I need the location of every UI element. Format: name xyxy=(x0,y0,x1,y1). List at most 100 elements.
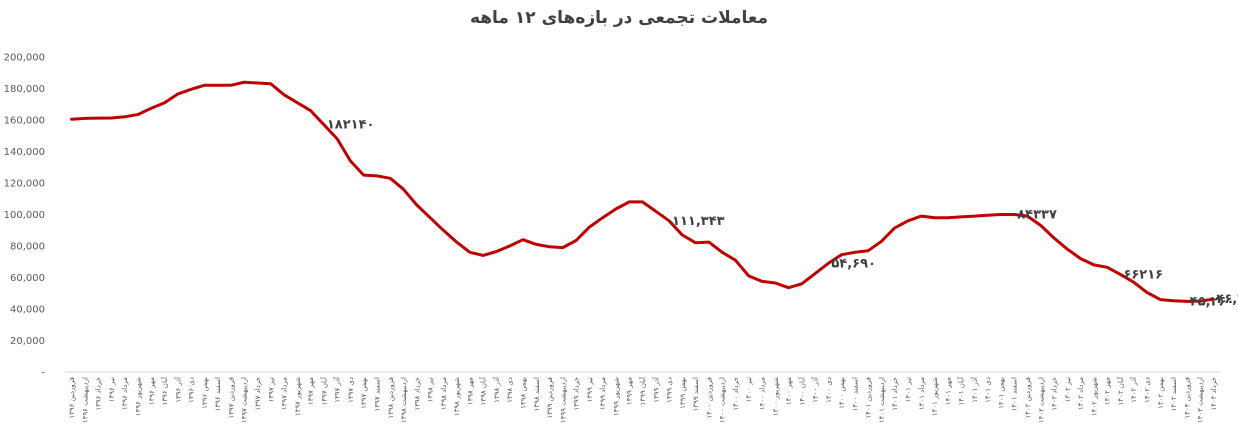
x-tick-label: آبان ۱۴۰۰ xyxy=(797,376,806,405)
series-line-group xyxy=(70,80,1215,303)
x-tick-label: خرداد ۱۳۹۶ xyxy=(95,377,103,411)
x-tick-label: مهر ۱۴۰۱ xyxy=(944,377,952,405)
x-tick-label: تیر ۱۴۰۱ xyxy=(905,377,913,402)
x-tick-label: آذر ۱۳۹۸ xyxy=(492,376,501,403)
x-tick-label: مهر ۱۳۹۸ xyxy=(466,377,474,405)
x-tick-label: آبان ۱۳۹۹ xyxy=(638,376,647,405)
x-tick-label: فروردین ۱۳۹۹ xyxy=(546,377,554,419)
x-tick-label: اسفند ۱۳۹۶ xyxy=(214,377,222,411)
y-tick-label: 180,000 xyxy=(4,84,45,95)
x-tick-label: خرداد ۱۴۰۱ xyxy=(891,377,899,411)
x-tick-label: بهمن ۱۴۰۲ xyxy=(1157,377,1165,409)
x-tick-label: آبان ۱۳۹۷ xyxy=(319,376,328,405)
x-tick-label: بهمن ۱۴۰۱ xyxy=(997,377,1005,409)
x-tick-label: مهر ۱۳۹۹ xyxy=(626,377,634,405)
x-tick-label: مرداد ۱۳۹۸ xyxy=(440,377,448,410)
x-tick-label: مهر ۱۴۰۲ xyxy=(1104,377,1112,405)
y-tick-label: 80,000 xyxy=(10,242,45,253)
x-tick-label: دی ۱۳۹۹ xyxy=(666,377,674,403)
y-tick-label: - xyxy=(41,368,45,379)
x-tick-label: شهریور ۱۳۹۹ xyxy=(612,377,620,416)
x-tick-label: آبان ۱۴۰۲ xyxy=(1116,376,1125,405)
data-label: ۱۱۱,۳۴۳ xyxy=(672,214,725,229)
x-tick-label: فروردین ۱۳۹۶ xyxy=(68,377,76,419)
x-tick-label: مهر ۱۳۹۶ xyxy=(148,377,156,405)
x-tick-label: مرداد ۱۴۰۰ xyxy=(758,377,766,410)
y-tick-label: 100,000 xyxy=(4,210,45,221)
x-tick-label: مهر ۱۳۹۷ xyxy=(307,377,315,405)
x-tick-label: خرداد ۱۴۰۲ xyxy=(1051,377,1059,411)
x-tick-label: اردیبهشت ۱۳۹۷ xyxy=(241,377,249,423)
x-tick-label: اسفند ۱۴۰۱ xyxy=(1011,377,1019,411)
y-axis: - 20,000 40,000 60,000 80,000 100,000 120,000 1… xyxy=(4,53,46,379)
x-tick-label: مرداد ۱۴۰۲ xyxy=(1077,377,1085,410)
x-tick-label: تیر ۱۳۹۹ xyxy=(586,377,594,402)
x-tick-label: فروردین ۱۳۹۸ xyxy=(387,377,395,419)
x-tick-label: فروردین ۱۴۰۱ xyxy=(865,377,873,419)
y-tick-label: 200,000 xyxy=(4,53,45,64)
x-tick-label: تیر ۱۴۰۲ xyxy=(1064,377,1072,402)
x-tick-label: آذر ۱۳۹۹ xyxy=(651,376,660,403)
data-label: ۴۵,۲۶۰ xyxy=(1190,294,1235,309)
x-tick-label: خرداد ۱۳۹۹ xyxy=(573,377,581,411)
x-tick-label: شهریور ۱۴۰۱ xyxy=(931,377,939,416)
x-tick-label: تیر ۱۳۹۸ xyxy=(427,377,435,402)
data-labels: ۱۸۲۱۴۰ ۱۱۱,۳۴۳ ۵۴,۶۹۰ ۸۴۳۳۷ ۶۶۲۱۶ ۴۵,۲۶۰۴۶,۲۵… xyxy=(327,118,1238,310)
x-tick-label: بهمن ۱۴۰۰ xyxy=(838,377,846,409)
x-tick-label: آبان ۱۴۰۱ xyxy=(957,376,966,405)
series-line xyxy=(70,80,1215,303)
x-tick-label: اردیبهشت ۱۴۰۳ xyxy=(1197,377,1205,423)
x-tick-label: مرداد ۱۳۹۷ xyxy=(281,377,289,410)
x-tick-label: آذر ۱۴۰۰ xyxy=(811,376,820,403)
x-tick-label: مرداد ۱۴۰۱ xyxy=(918,377,926,410)
x-tick-label: دی ۱۳۹۶ xyxy=(188,377,196,403)
data-label: ۵۴,۶۹۰ xyxy=(831,256,876,271)
x-tick-label: فروردین ۱۳۹۷ xyxy=(227,377,235,419)
y-tick-label: 40,000 xyxy=(10,305,45,316)
x-tick-label: اردیبهشت ۱۴۰۰ xyxy=(719,377,727,423)
x-tick-label: آبان ۱۳۹۶ xyxy=(160,376,169,405)
x-tick-label: آذر ۱۴۰۱ xyxy=(970,376,979,403)
x-tick-label: شهریور ۱۳۹۶ xyxy=(135,377,143,416)
x-tick-label: خرداد ۱۳۹۷ xyxy=(254,377,262,411)
x-tick-label: دی ۱۴۰۲ xyxy=(1143,377,1151,403)
x-tick-label: شهریور ۱۴۰۰ xyxy=(772,377,780,416)
x-tick-label: دی ۱۴۰۰ xyxy=(825,377,833,403)
y-tick-label: 160,000 xyxy=(4,116,45,127)
x-tick-label: اردیبهشت ۱۳۹۶ xyxy=(81,377,89,423)
x-axis: فروردین ۱۳۹۶ اردیبهشت ۱۳۹۶ خرداد ۱۳۹۶ تیر ۱… xyxy=(65,371,1220,423)
x-tick-label: مرداد ۱۳۹۹ xyxy=(599,377,607,410)
x-tick-label: بهمن ۱۳۹۶ xyxy=(201,377,209,409)
x-tick-label: فروردین ۱۴۰۰ xyxy=(705,377,713,419)
x-tick-label: آذر ۱۴۰۲ xyxy=(1129,376,1138,403)
x-tick-label: تیر ۱۴۰۰ xyxy=(745,377,753,402)
x-tick-label: آذر ۱۳۹۶ xyxy=(173,376,182,403)
x-tick-label: اسفند ۱۳۹۷ xyxy=(373,377,381,411)
chart-title: معاملات تجمعی در بازه‌های ۱۲ ماهه xyxy=(469,8,769,28)
x-tick-label: بهمن ۱۳۹۸ xyxy=(520,377,528,409)
data-label: ۶۶۲۱۶ xyxy=(1123,267,1163,282)
y-tick-label: 60,000 xyxy=(10,273,45,284)
y-tick-label: 120,000 xyxy=(4,179,45,190)
y-tick-label: 140,000 xyxy=(4,147,45,158)
x-tick-label: خرداد ۱۴۰۳ xyxy=(1210,377,1218,411)
x-tick-label: بهمن ۱۳۹۷ xyxy=(360,377,368,409)
x-tick-label: اردیبهشت ۱۳۹۹ xyxy=(559,377,567,423)
y-tick-label: 20,000 xyxy=(10,336,45,347)
x-tick-label: مهر ۱۴۰۰ xyxy=(785,377,793,405)
x-tick-label: اسفند ۱۴۰۰ xyxy=(851,377,859,411)
x-tick-label: دی ۱۴۰۱ xyxy=(984,377,992,403)
x-tick-label: خرداد ۱۴۰۰ xyxy=(732,377,740,411)
x-tick-label: شهریور ۱۴۰۲ xyxy=(1090,377,1098,416)
x-tick-label: آذر ۱۳۹۷ xyxy=(333,376,342,403)
data-label: ۴۶,۲۵۴ xyxy=(1216,292,1238,307)
x-tick-label: شهریور ۱۳۹۷ xyxy=(294,377,302,416)
x-tick-label: اردیبهشت ۱۴۰۱ xyxy=(878,377,886,423)
x-tick-label: فروردین ۱۴۰۳ xyxy=(1183,377,1191,419)
data-label: ۸۴۳۳۷ xyxy=(1017,208,1057,223)
data-label: ۱۸۲۱۴۰ xyxy=(327,118,375,133)
x-tick-label: بهمن ۱۳۹۹ xyxy=(679,377,687,409)
x-tick-label: دی ۱۳۹۷ xyxy=(347,377,355,403)
x-tick-label: فروردین ۱۴۰۲ xyxy=(1024,377,1032,419)
